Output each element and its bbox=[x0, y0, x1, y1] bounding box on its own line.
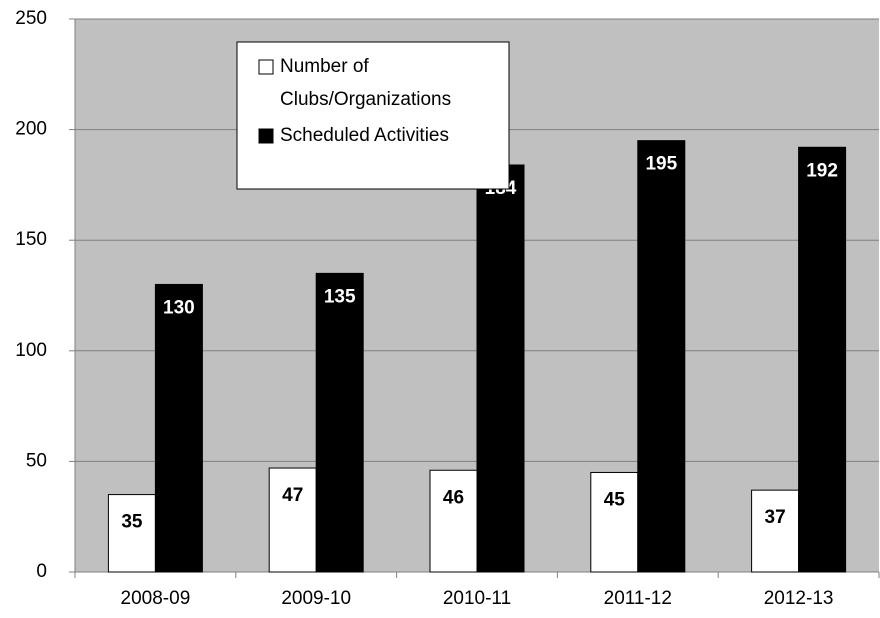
y-tick-label: 200 bbox=[15, 119, 47, 140]
legend-label-line: Number of bbox=[280, 56, 369, 77]
legend-label: Scheduled Activities bbox=[280, 125, 449, 146]
x-tick-label: 2010-11 bbox=[443, 588, 511, 609]
data-label: 45 bbox=[604, 489, 626, 510]
legend-box bbox=[236, 41, 510, 190]
x-tick-label: 2012-13 bbox=[764, 588, 834, 609]
bar bbox=[315, 272, 364, 573]
bar bbox=[268, 467, 317, 573]
data-label: 135 bbox=[324, 286, 356, 307]
y-tick-label: 250 bbox=[15, 8, 47, 29]
data-label: 47 bbox=[282, 485, 303, 506]
data-label: 192 bbox=[806, 160, 838, 181]
y-tick-label: 150 bbox=[15, 229, 47, 250]
data-label: 35 bbox=[121, 512, 143, 533]
bar bbox=[751, 489, 800, 573]
legend-label-line: Scheduled Activities bbox=[280, 125, 449, 146]
x-tick-label: 2011-12 bbox=[604, 588, 672, 609]
data-label: 46 bbox=[443, 487, 464, 508]
legend-label-line: Clubs/Organizations bbox=[280, 89, 451, 110]
y-tick-label: 0 bbox=[36, 561, 47, 582]
data-label: 37 bbox=[765, 507, 786, 528]
legend-label: Number of Clubs/Organizations bbox=[280, 56, 451, 110]
data-label: 195 bbox=[645, 154, 677, 175]
y-tick-label: 50 bbox=[26, 450, 47, 471]
bar bbox=[590, 471, 639, 573]
legend-marker bbox=[258, 59, 274, 75]
bar bbox=[107, 494, 156, 573]
legend-marker bbox=[258, 128, 274, 144]
bar bbox=[154, 283, 203, 573]
x-tick-label: 2009-10 bbox=[281, 588, 351, 609]
bar bbox=[637, 140, 686, 573]
bar bbox=[429, 469, 478, 573]
legend: Number of Clubs/Organizations Scheduled Ac… bbox=[236, 41, 510, 190]
y-tick-label: 100 bbox=[15, 340, 47, 361]
data-label: 130 bbox=[163, 297, 195, 318]
x-tick-label: 2008-09 bbox=[121, 588, 191, 609]
bar bbox=[476, 164, 525, 573]
bar bbox=[798, 146, 847, 573]
